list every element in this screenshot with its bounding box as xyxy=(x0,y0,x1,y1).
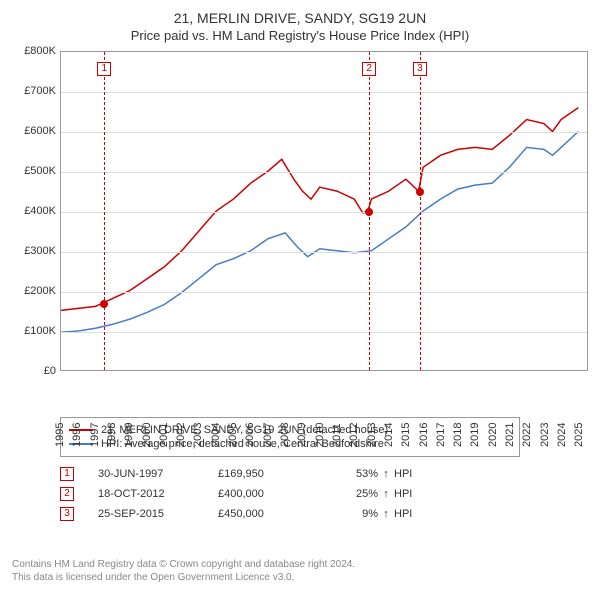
ytick-label: £200K xyxy=(12,285,56,297)
sale-dot xyxy=(365,208,373,216)
ytick-label: £400K xyxy=(12,205,56,217)
ytick-label: £600K xyxy=(12,125,56,137)
xtick-label: 2022 xyxy=(521,411,533,447)
chart-lines xyxy=(61,52,587,370)
xtick-label: 1996 xyxy=(71,411,83,447)
sales-marker-icon: 2 xyxy=(60,487,74,501)
sales-row: 3 25-SEP-2015£450,0009%↑HPI xyxy=(60,507,588,521)
xtick-label: 2024 xyxy=(556,411,568,447)
ytick-label: £500K xyxy=(12,165,56,177)
xtick-label: 2009 xyxy=(296,411,308,447)
xtick-label: 2012 xyxy=(348,411,360,447)
sales-row: 2 18-OCT-2012£400,00025%↑HPI xyxy=(60,487,588,501)
xtick-label: 2008 xyxy=(279,411,291,447)
sales-pct: 25% xyxy=(318,488,378,500)
sale-dot xyxy=(416,188,424,196)
sales-date: 18-OCT-2012 xyxy=(98,488,218,500)
sales-pct: 9% xyxy=(318,508,378,520)
ytick-label: £800K xyxy=(12,45,56,57)
xtick-label: 2023 xyxy=(539,411,551,447)
chart-subtitle: Price paid vs. HM Land Registry's House … xyxy=(12,28,588,43)
xtick-label: 2020 xyxy=(487,411,499,447)
xtick-label: 1997 xyxy=(89,411,101,447)
gridline-h xyxy=(61,212,587,213)
sales-row: 1 30-JUN-1997£169,95053%↑HPI xyxy=(60,467,588,481)
arrow-up-icon: ↑ xyxy=(378,508,394,520)
xtick-label: 2007 xyxy=(262,411,274,447)
plot-region: 1 2 3 xyxy=(60,51,588,371)
xtick-label: 2013 xyxy=(366,411,378,447)
xtick-label: 2015 xyxy=(400,411,412,447)
ytick-label: £100K xyxy=(12,325,56,337)
ytick-label: £300K xyxy=(12,245,56,257)
sales-table: 130-JUN-1997£169,95053%↑HPI218-OCT-2012£… xyxy=(60,467,588,521)
xtick-label: 2014 xyxy=(383,411,395,447)
series-line-hpi xyxy=(61,132,578,333)
xtick-label: 2005 xyxy=(227,411,239,447)
sales-pct: 53% xyxy=(318,468,378,480)
sales-price: £400,000 xyxy=(218,488,318,500)
sales-hpi-label: HPI xyxy=(394,468,434,480)
sales-marker-icon: 3 xyxy=(60,507,74,521)
gridline-h xyxy=(61,92,587,93)
gridline-h xyxy=(61,172,587,173)
gridline-h xyxy=(61,252,587,253)
xtick-label: 1998 xyxy=(106,411,118,447)
xtick-label: 2018 xyxy=(452,411,464,447)
sale-marker-box: 2 xyxy=(362,62,376,76)
sale-dash xyxy=(104,52,105,370)
xtick-label: 2004 xyxy=(210,411,222,447)
xtick-label: 2010 xyxy=(314,411,326,447)
xtick-label: 2006 xyxy=(244,411,256,447)
sale-dot xyxy=(100,300,108,308)
chart-title: 21, MERLIN DRIVE, SANDY, SG19 2UN xyxy=(12,10,588,26)
chart-area: 1 2 3 £0 £100K £200K £300K £400K £500K £600K £700… xyxy=(12,51,588,411)
gridline-h xyxy=(61,132,587,133)
sales-hpi-label: HPI xyxy=(394,488,434,500)
sales-price: £450,000 xyxy=(218,508,318,520)
arrow-up-icon: ↑ xyxy=(378,488,394,500)
sales-date: 30-JUN-1997 xyxy=(98,468,218,480)
footer-line-1: Contains HM Land Registry data © Crown c… xyxy=(12,558,355,571)
xtick-label: 2017 xyxy=(435,411,447,447)
sale-dash xyxy=(420,52,421,370)
xtick-label: 2025 xyxy=(573,411,585,447)
series-line-price_paid xyxy=(61,108,578,311)
footer-text: Contains HM Land Registry data © Crown c… xyxy=(12,558,355,584)
footer-line-2: This data is licensed under the Open Gov… xyxy=(12,571,355,584)
sale-marker-box: 1 xyxy=(97,62,111,76)
xtick-label: 2011 xyxy=(331,411,343,447)
xtick-label: 2016 xyxy=(418,411,430,447)
xtick-label: 1999 xyxy=(123,411,135,447)
xtick-label: 1995 xyxy=(54,411,66,447)
xtick-label: 2001 xyxy=(158,411,170,447)
sale-marker-box: 3 xyxy=(413,62,427,76)
sales-price: £169,950 xyxy=(218,468,318,480)
xtick-label: 2021 xyxy=(504,411,516,447)
ytick-label: £0 xyxy=(12,365,56,377)
sales-marker-icon: 1 xyxy=(60,467,74,481)
xtick-label: 2019 xyxy=(469,411,481,447)
gridline-h xyxy=(61,332,587,333)
xtick-label: 2000 xyxy=(141,411,153,447)
xtick-label: 2002 xyxy=(175,411,187,447)
ytick-label: £700K xyxy=(12,85,56,97)
arrow-up-icon: ↑ xyxy=(378,468,394,480)
sales-hpi-label: HPI xyxy=(394,508,434,520)
xtick-label: 2003 xyxy=(192,411,204,447)
sales-date: 25-SEP-2015 xyxy=(98,508,218,520)
gridline-h xyxy=(61,292,587,293)
